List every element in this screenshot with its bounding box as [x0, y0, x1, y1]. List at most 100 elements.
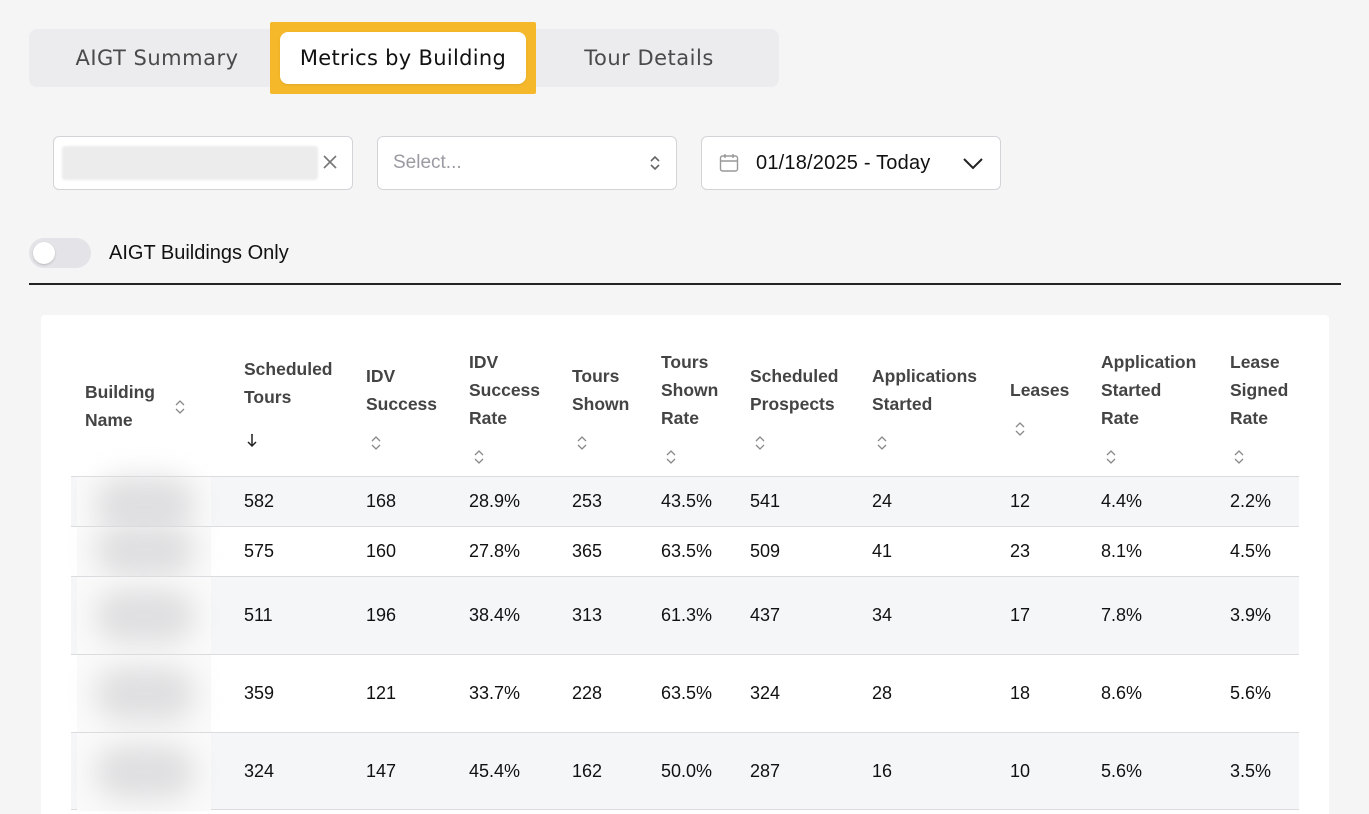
- table-row[interactable]: 359 121 33.7% 228 63.5% 324 28 18 8.6% 5…: [71, 654, 1299, 733]
- header-lease-signed-rate[interactable]: Lease Signed Rate: [1230, 348, 1288, 432]
- cell-leases: 18: [1010, 683, 1031, 703]
- sort-icon[interactable]: [876, 435, 888, 451]
- cell-applications-started: 28: [872, 683, 893, 703]
- header-tours-shown[interactable]: Tours Shown: [572, 362, 629, 418]
- sort-icon[interactable]: [665, 449, 677, 465]
- redacted-building-name: [77, 655, 211, 733]
- header-building-name[interactable]: Building Name: [85, 378, 155, 434]
- tab-tour-details[interactable]: Tour Details: [584, 46, 714, 70]
- cell-leases: 12: [1010, 491, 1031, 511]
- header-line: Prospects: [750, 394, 835, 414]
- header-line: Rate: [469, 408, 507, 428]
- header-line: Success: [366, 394, 438, 414]
- header-line: Rate: [1101, 408, 1139, 428]
- cell-idv-success: 121: [366, 683, 397, 703]
- cell-application-started-rate: 4.4%: [1101, 491, 1143, 511]
- header-line: Name: [85, 410, 133, 430]
- cell-tours-shown-rate: 63.5%: [661, 541, 713, 561]
- header-line: Building: [85, 382, 155, 402]
- cell-scheduled-tours: 511: [244, 605, 273, 625]
- header-scheduled-tours[interactable]: Scheduled Tours: [244, 355, 333, 411]
- table-row[interactable]: 324 147 45.4% 162 50.0% 287 16 10 5.6% 3…: [71, 732, 1299, 811]
- header-line: Application: [1101, 352, 1197, 372]
- header-line: Leases: [1010, 380, 1070, 400]
- chevron-down-icon: [963, 158, 983, 170]
- building-filter[interactable]: [53, 136, 353, 190]
- redacted-selection: [62, 146, 318, 180]
- cell-idv-success-rate: 38.4%: [469, 605, 521, 625]
- sort-icon[interactable]: [174, 399, 186, 415]
- header-applications-started[interactable]: Applications Started: [872, 362, 977, 418]
- tab-highlight: Metrics by Building: [270, 22, 536, 94]
- header-line: Tours: [661, 352, 709, 372]
- cell-scheduled-prospects: 509: [750, 541, 781, 561]
- table-row[interactable]: 575 160 27.8% 365 63.5% 509 41 23 8.1% 4…: [71, 523, 1299, 577]
- cell-scheduled-prospects: 287: [750, 761, 781, 781]
- cell-idv-success-rate: 27.8%: [469, 541, 521, 561]
- header-idv-success[interactable]: IDV Success: [366, 362, 437, 418]
- sort-icon[interactable]: [1105, 449, 1117, 465]
- sort-icon[interactable]: [754, 435, 766, 451]
- cell-tours-shown-rate: 43.5%: [661, 491, 713, 511]
- header-application-started-rate[interactable]: Application Started Rate: [1101, 348, 1196, 432]
- cell-lease-signed-rate: 2.2%: [1230, 491, 1272, 511]
- header-leases[interactable]: Leases: [1010, 376, 1069, 404]
- sort-icon[interactable]: [1233, 449, 1245, 465]
- cell-idv-success: 160: [366, 541, 397, 561]
- header-line: Applications: [872, 366, 978, 386]
- sort-icon[interactable]: [576, 435, 588, 451]
- cell-scheduled-tours: 575: [244, 541, 275, 561]
- sort-icon[interactable]: [1014, 421, 1026, 437]
- cell-scheduled-tours: 359: [244, 683, 275, 703]
- cell-tours-shown: 253: [572, 491, 603, 511]
- redacted-building-name: [77, 733, 211, 811]
- select-dropdown[interactable]: Select...: [377, 136, 677, 190]
- header-line: Started: [1101, 380, 1162, 400]
- header-line: Shown: [661, 380, 719, 400]
- cell-applications-started: 34: [872, 605, 893, 625]
- select-placeholder: Select...: [393, 152, 462, 173]
- header-line: Signed: [1230, 380, 1289, 400]
- updown-icon: [650, 155, 660, 171]
- redacted-building-name: [77, 523, 211, 577]
- redacted-building-name: [77, 477, 211, 531]
- header-line: Rate: [1230, 408, 1268, 428]
- sort-icon[interactable]: [370, 435, 382, 451]
- tab-metrics-by-building[interactable]: Metrics by Building: [280, 32, 526, 84]
- cell-tours-shown: 228: [572, 683, 603, 703]
- date-range-picker[interactable]: 01/18/2025 - Today: [701, 136, 1001, 190]
- clear-icon[interactable]: [320, 152, 340, 172]
- cell-tours-shown: 162: [572, 761, 603, 781]
- cell-applications-started: 24: [872, 491, 893, 511]
- header-line: Tours: [244, 387, 292, 407]
- cell-applications-started: 16: [872, 761, 893, 781]
- table-row[interactable]: 511 196 38.4% 313 61.3% 437 34 17 7.8% 3…: [71, 576, 1299, 655]
- header-line: Scheduled: [750, 366, 839, 386]
- cell-leases: 23: [1010, 541, 1031, 561]
- cell-tours-shown-rate: 61.3%: [661, 605, 713, 625]
- header-line: Success: [469, 380, 541, 400]
- cell-idv-success-rate: 33.7%: [469, 683, 521, 703]
- header-line: Rate: [661, 408, 699, 428]
- cell-tours-shown-rate: 50.0%: [661, 761, 713, 781]
- calendar-icon: [719, 154, 739, 172]
- tab-aigt-summary[interactable]: AIGT Summary: [75, 46, 239, 70]
- cell-application-started-rate: 7.8%: [1101, 605, 1143, 625]
- header-line: Shown: [572, 394, 630, 414]
- cell-scheduled-prospects: 324: [750, 683, 781, 703]
- cell-application-started-rate: 5.6%: [1101, 761, 1143, 781]
- cell-scheduled-prospects: 541: [750, 491, 781, 511]
- header-scheduled-prospects[interactable]: Scheduled Prospects: [750, 362, 839, 418]
- cell-leases: 17: [1010, 605, 1031, 625]
- sort-descending-icon[interactable]: [246, 432, 258, 448]
- cell-tours-shown: 365: [572, 541, 603, 561]
- table-row[interactable]: 582 168 28.9% 253 43.5% 541 24 12 4.4% 2…: [71, 476, 1299, 531]
- aigt-buildings-toggle[interactable]: [29, 238, 91, 268]
- cell-idv-success: 147: [366, 761, 397, 781]
- header-line: IDV: [469, 352, 499, 372]
- header-tours-shown-rate[interactable]: Tours Shown Rate: [661, 348, 718, 432]
- sort-icon[interactable]: [473, 449, 485, 465]
- cell-tours-shown: 313: [572, 605, 603, 625]
- header-idv-success-rate[interactable]: IDV Success Rate: [469, 348, 540, 432]
- cell-scheduled-prospects: 437: [750, 605, 781, 625]
